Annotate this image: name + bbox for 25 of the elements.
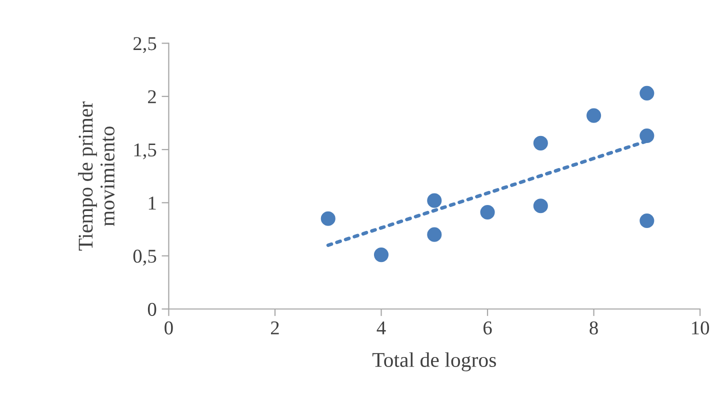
x-axis-title: Total de logros: [372, 352, 496, 372]
point: [533, 198, 548, 214]
point: [374, 248, 389, 262]
point: [320, 211, 336, 226]
x-tick-label: 4: [376, 322, 386, 334]
x-tick-label: 6: [483, 321, 492, 334]
y-tick-label: 0: [148, 302, 156, 316]
point: [480, 204, 495, 220]
point: [586, 108, 602, 123]
y-tick-label: 2: [148, 90, 156, 104]
point: [640, 213, 654, 228]
point: [533, 136, 548, 150]
point: [640, 128, 654, 144]
x-tick-label: 2: [270, 321, 279, 334]
point: [427, 193, 442, 208]
y-tick-label: 0,5: [133, 250, 156, 266]
y-axis-title: Tiempo de primer movimiento: [78, 101, 114, 251]
point: [640, 86, 654, 100]
y-tick-label: 1,5: [134, 143, 156, 160]
y-tick-label: 2,5: [133, 37, 156, 53]
x-tick-label: 8: [590, 321, 598, 334]
point: [427, 227, 442, 242]
x-tick-label: 0: [164, 321, 173, 334]
x-tick-label: 10: [692, 321, 710, 334]
y-tick-label: 1: [148, 196, 156, 210]
